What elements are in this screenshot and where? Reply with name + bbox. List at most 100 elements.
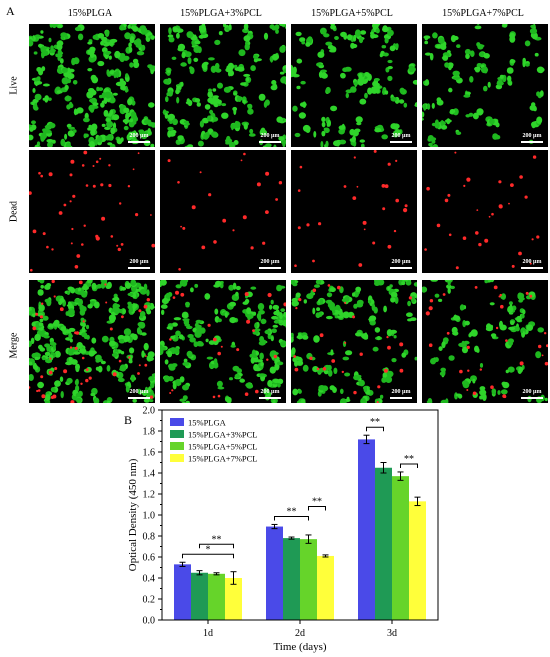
y-tick-label: 1.8 <box>143 427 156 438</box>
scale-bar-label: 200 μm <box>260 133 280 139</box>
scale-bar-line <box>128 267 150 269</box>
x-axis-label: Time (days) <box>273 641 326 653</box>
scale-bar-label: 200 μm <box>129 389 149 395</box>
significance-label: * <box>206 544 211 555</box>
scale-bar-label: 200 μm <box>129 259 149 265</box>
scale-bar-label: 200 μm <box>522 389 542 395</box>
significance-bracket <box>308 505 326 511</box>
y-tick-label: 0.0 <box>143 616 156 627</box>
bar <box>225 578 242 620</box>
scale-bar: 200 μm <box>128 133 150 143</box>
legend-label: 15%PLGA+3%PCL <box>188 430 258 440</box>
merge-micrograph-1: 200 μm <box>29 280 155 403</box>
scale-bar: 200 μm <box>390 133 412 143</box>
scale-bar: 200 μm <box>390 389 412 399</box>
legend-swatch <box>170 430 184 438</box>
scale-bar: 200 μm <box>259 259 281 269</box>
bar <box>266 526 283 620</box>
panel-b-letter: B <box>124 413 132 427</box>
scale-bar-label: 200 μm <box>522 133 542 139</box>
bar <box>375 467 392 620</box>
scale-bar-line <box>390 267 412 269</box>
bar <box>317 555 334 620</box>
scale-bar: 200 μm <box>521 259 543 269</box>
dead-micrograph-4: 200 μm <box>422 150 548 273</box>
scale-bar-line <box>128 397 150 399</box>
bar <box>358 439 375 620</box>
significance-bracket <box>366 426 384 432</box>
significance-bracket <box>182 553 234 559</box>
scale-bar-label: 200 μm <box>522 259 542 265</box>
scale-bar: 200 μm <box>128 389 150 399</box>
scale-bar-line <box>521 267 543 269</box>
scale-bar-label: 200 μm <box>260 259 280 265</box>
scale-bar-line <box>521 397 543 399</box>
scale-bar-line <box>128 141 150 143</box>
scale-bar: 200 μm <box>259 389 281 399</box>
significance-bracket <box>199 543 234 549</box>
legend-label: 15%PLGA+7%PCL <box>188 454 258 464</box>
column-header-plga-7pcl: 15%PLGA+7%PCL <box>442 8 524 19</box>
scale-bar: 200 μm <box>521 133 543 143</box>
significance-label: ** <box>370 417 380 428</box>
bar <box>191 572 208 620</box>
scale-bar-line <box>390 141 412 143</box>
scale-bar-label: 200 μm <box>391 389 411 395</box>
scale-bar: 200 μm <box>259 133 281 143</box>
scale-bar-line <box>521 141 543 143</box>
legend-label: 15%PLGA+5%PCL <box>188 442 258 452</box>
live-micrograph-3: 200 μm <box>291 24 417 147</box>
significance-bracket <box>274 515 309 521</box>
panel-a-letter: A <box>6 4 15 18</box>
y-tick-label: 1.6 <box>143 448 156 459</box>
y-tick-label: 0.8 <box>143 532 156 543</box>
legend-swatch <box>170 418 184 426</box>
scale-bar: 200 μm <box>128 259 150 269</box>
significance-label: ** <box>312 496 322 507</box>
bar <box>283 538 300 620</box>
scale-bar-label: 200 μm <box>260 389 280 395</box>
y-tick-label: 2.0 <box>143 406 156 417</box>
column-header-plga-3pcl: 15%PLGA+3%PCL <box>180 8 262 19</box>
live-micrograph-1: 200 μm <box>29 24 155 147</box>
bar <box>300 539 317 620</box>
y-axis-label: Optical Density (450 nm) <box>127 458 139 571</box>
significance-label: ** <box>404 454 414 465</box>
y-tick-label: 1.4 <box>143 469 156 480</box>
bar <box>208 573 225 620</box>
x-tick-label: 2d <box>295 628 305 639</box>
live-micrograph-2: 200 μm <box>160 24 286 147</box>
bar <box>409 501 426 620</box>
dead-micrograph-2: 200 μm <box>160 150 286 273</box>
scale-bar-label: 200 μm <box>391 133 411 139</box>
column-header-plga: 15%PLGA <box>67 8 113 19</box>
significance-bracket <box>400 463 418 468</box>
dead-micrograph-1: 200 μm <box>29 150 155 273</box>
scale-bar-label: 200 μm <box>391 259 411 265</box>
scale-bar: 200 μm <box>521 389 543 399</box>
legend-swatch <box>170 454 184 462</box>
scale-bar: 200 μm <box>390 259 412 269</box>
scale-bar-label: 200 μm <box>129 133 149 139</box>
scale-bar-line <box>259 397 281 399</box>
scale-bar-line <box>390 397 412 399</box>
x-tick-label: 3d <box>387 628 397 639</box>
y-tick-label: 0.6 <box>143 553 156 564</box>
legend-label: 15%PLGA <box>188 418 227 428</box>
x-tick-label: 1d <box>203 628 213 639</box>
merge-micrograph-4: 200 μm <box>422 280 548 403</box>
dead-micrograph-3: 200 μm <box>291 150 417 273</box>
scale-bar-line <box>259 267 281 269</box>
y-tick-label: 0.2 <box>143 595 156 606</box>
y-tick-label: 1.2 <box>143 490 156 501</box>
scale-bar-line <box>259 141 281 143</box>
bar <box>392 476 409 620</box>
legend-swatch <box>170 442 184 450</box>
bar <box>174 564 191 620</box>
merge-micrograph-3: 200 μm <box>291 280 417 403</box>
y-tick-label: 0.4 <box>143 574 156 585</box>
significance-label: ** <box>287 506 297 517</box>
column-header-plga-5pcl: 15%PLGA+5%PCL <box>311 8 393 19</box>
significance-label: ** <box>212 534 222 545</box>
